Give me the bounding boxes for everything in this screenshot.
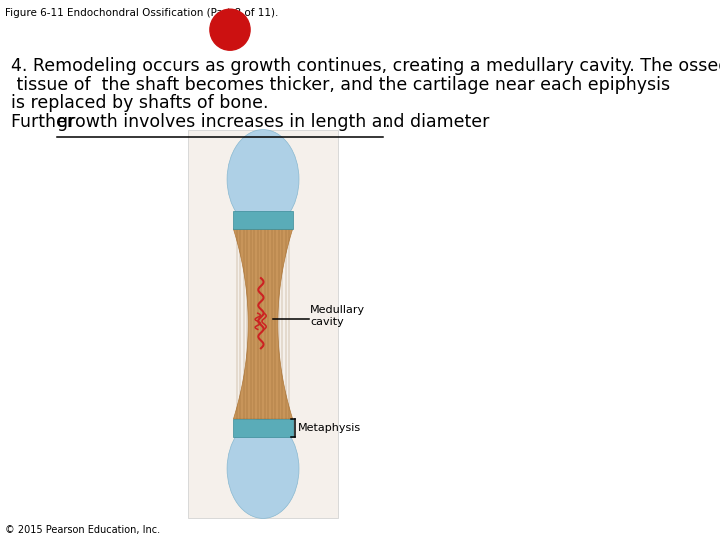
Text: Further: Further — [11, 113, 79, 131]
Text: .: . — [384, 113, 390, 131]
Bar — [233, 419, 292, 437]
Text: growth involves increases in length and diameter: growth involves increases in length and … — [57, 113, 489, 131]
Bar — [233, 211, 292, 229]
Ellipse shape — [227, 130, 299, 229]
Polygon shape — [233, 229, 292, 419]
Text: is replaced by shafts of bone.: is replaced by shafts of bone. — [11, 94, 268, 112]
Ellipse shape — [227, 419, 299, 518]
Text: Medullary
cavity: Medullary cavity — [310, 305, 365, 327]
Text: Metaphysis: Metaphysis — [297, 423, 361, 433]
Bar — [188, 130, 338, 518]
Circle shape — [210, 9, 250, 50]
Text: 4. Remodeling occurs as growth continues, creating a medullary cavity. The osseo: 4. Remodeling occurs as growth continues… — [11, 57, 720, 75]
Text: © 2015 Pearson Education, Inc.: © 2015 Pearson Education, Inc. — [5, 524, 161, 535]
Text: tissue of  the shaft becomes thicker, and the cartilage near each epiphysis: tissue of the shaft becomes thicker, and… — [11, 76, 670, 93]
Text: Figure 6-11 Endochondral Ossification (Part 8 of 11).: Figure 6-11 Endochondral Ossification (P… — [5, 8, 279, 18]
